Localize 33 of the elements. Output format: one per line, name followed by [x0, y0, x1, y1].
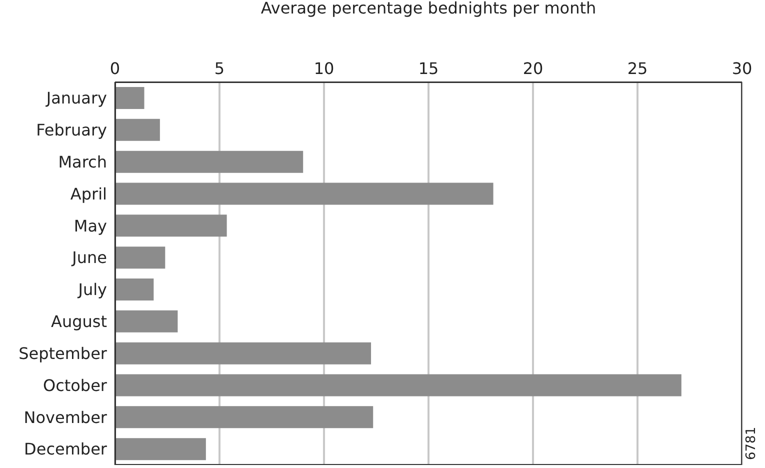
bar — [115, 310, 178, 332]
x-tick-label: 20 — [522, 59, 544, 78]
bar — [115, 342, 372, 364]
y-tick-label: February — [36, 120, 107, 140]
bar — [115, 406, 374, 428]
bar — [115, 438, 206, 460]
x-tick-label: 10 — [314, 59, 334, 78]
y-tick-label: November — [24, 408, 108, 427]
bar — [115, 246, 166, 269]
y-tick-label: August — [51, 312, 107, 332]
y-tick-label: December — [24, 440, 108, 459]
y-tick-label: July — [77, 280, 107, 300]
y-tick-label: June — [71, 248, 107, 268]
bar — [115, 278, 154, 300]
y-tick-label: March — [58, 152, 107, 172]
y-tick-label: September — [18, 344, 108, 363]
x-tick-label: 5 — [214, 59, 225, 78]
x-tick-label: 0 — [110, 59, 120, 78]
y-tick-label: May — [74, 216, 107, 236]
bar — [115, 118, 160, 141]
x-tick-label: 25 — [627, 59, 648, 78]
text: 6781 — [744, 426, 759, 460]
bar — [115, 214, 227, 237]
bar — [115, 87, 144, 109]
bar — [115, 182, 494, 205]
x-tick-label: 15 — [418, 59, 439, 78]
bar — [115, 150, 304, 173]
y-tick-label: October — [42, 376, 108, 395]
bar — [115, 374, 682, 396]
y-tick-label: January — [45, 88, 107, 108]
x-tick-label: 30 — [732, 59, 752, 78]
x-axis-title: Average percentage bednights per month — [260, 0, 596, 18]
y-tick-label: April — [70, 184, 107, 204]
